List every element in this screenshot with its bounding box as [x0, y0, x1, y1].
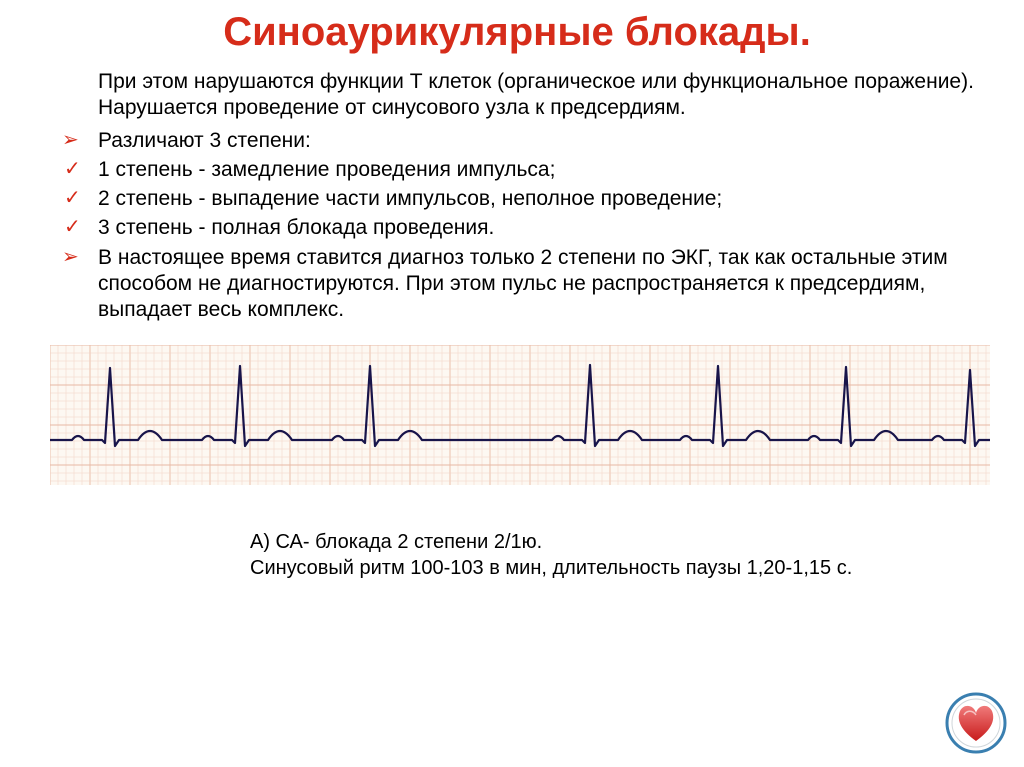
bullet-item: 2 степень - выпадение части импульсов, н… — [50, 186, 984, 212]
caption-line-2: Синусовый ритм 100-103 в мин, длительнос… — [250, 555, 984, 581]
bullet-list: Различают 3 степени: 1 степень - замедлен… — [50, 128, 984, 324]
heart-icon — [944, 691, 1008, 755]
ecg-chart — [50, 345, 990, 485]
ecg-caption: А) СА- блокада 2 степени 2/1ю. Синусовый… — [250, 529, 984, 581]
bullet-item: 3 степень - полная блокада проведения. — [50, 215, 984, 241]
slide: Синоаурикулярные блокады. При этом наруш… — [0, 0, 1024, 767]
content-area: При этом нарушаются функции Т клеток (ор… — [50, 69, 984, 323]
caption-line-1: А) СА- блокада 2 степени 2/1ю. — [250, 529, 984, 555]
slide-title: Синоаурикулярные блокады. — [50, 10, 984, 55]
bullet-item: В настоящее время ставится диагноз тольк… — [50, 245, 984, 324]
ecg-svg — [50, 345, 990, 485]
bullet-item: Различают 3 степени: — [50, 128, 984, 154]
bullet-item: 1 степень - замедление проведения импуль… — [50, 157, 984, 183]
intro-paragraph: При этом нарушаются функции Т клеток (ор… — [98, 69, 984, 122]
